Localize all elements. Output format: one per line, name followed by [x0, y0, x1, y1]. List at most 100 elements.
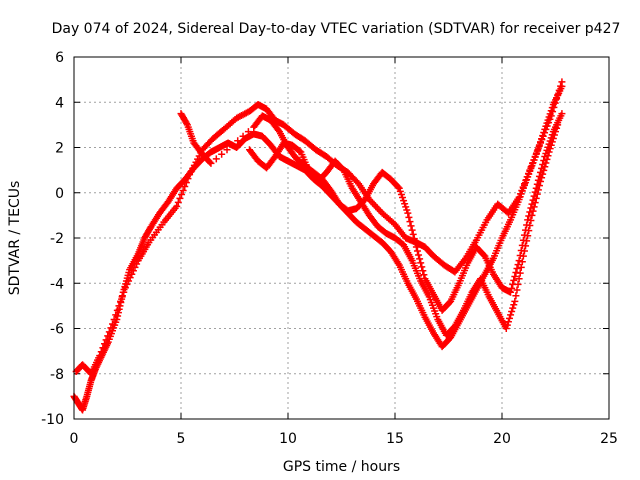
y-tick-label: 2 [55, 141, 64, 157]
data-point [417, 259, 425, 267]
data-point [97, 348, 105, 356]
data-point [531, 199, 539, 207]
data-point [411, 239, 419, 247]
data-point [522, 176, 530, 184]
data-point [558, 110, 566, 118]
data-point [515, 193, 523, 201]
data-point [539, 170, 547, 178]
data-point [420, 271, 428, 279]
data-point [535, 182, 543, 190]
data-point [370, 201, 378, 209]
data-point [415, 251, 423, 259]
data-point [395, 184, 403, 192]
data-point [120, 288, 128, 296]
data-point [534, 146, 542, 154]
data-point [117, 297, 125, 305]
data-point [524, 170, 532, 178]
data-point [540, 166, 548, 174]
data-point [99, 344, 107, 352]
data-point [526, 166, 534, 174]
data-point [542, 159, 550, 167]
data-point [182, 179, 190, 187]
data-point [548, 138, 556, 146]
data-point [113, 306, 121, 314]
data-point [176, 194, 184, 202]
data-point [555, 86, 563, 94]
data-point [369, 199, 377, 207]
chart-title: Day 074 of 2024, Sidereal Day-to-day VTE… [52, 21, 621, 37]
y-tick-label: 6 [55, 50, 64, 66]
data-point [512, 292, 520, 300]
data-point [537, 177, 545, 185]
data-point [547, 141, 555, 149]
data-point [400, 197, 408, 205]
data-point [530, 156, 538, 164]
data-point [402, 203, 410, 211]
data-point [507, 288, 515, 296]
data-point [550, 131, 558, 139]
data-point [523, 173, 531, 181]
data-point [212, 155, 220, 163]
tick-labels: 0 5 10 15 20 25 -10 -8 -6 -4 -2 0 2 4 6 [41, 50, 618, 447]
data-point [518, 186, 526, 194]
data-point [553, 124, 561, 132]
data-point [118, 293, 126, 301]
data-point [508, 308, 516, 316]
data-point [413, 247, 421, 255]
data-point [547, 112, 555, 120]
data-point [510, 301, 518, 309]
data-point [244, 128, 252, 136]
data-point [530, 203, 538, 211]
x-tick-label: 0 [70, 431, 79, 447]
data-point [543, 122, 551, 130]
data-point [110, 315, 118, 323]
data-point [550, 103, 558, 111]
data-point [173, 202, 181, 210]
data-point [516, 190, 524, 198]
data-point [409, 230, 417, 238]
data-points [70, 78, 566, 414]
data-point [372, 202, 380, 210]
data-point [544, 152, 552, 160]
y-tick-label: -10 [41, 412, 64, 428]
data-point [546, 145, 554, 153]
data-point [526, 222, 534, 230]
data-point [542, 125, 550, 133]
data-point [513, 265, 521, 273]
data-point [553, 95, 561, 103]
data-point [418, 263, 426, 271]
data-point [528, 159, 536, 167]
data-point [507, 311, 515, 319]
data-point [404, 209, 412, 217]
data-point [517, 263, 525, 271]
data-point [107, 324, 115, 332]
data-point [549, 134, 557, 142]
data-point [503, 321, 511, 329]
data-point [510, 276, 518, 284]
data-point [537, 139, 545, 147]
data-point [419, 267, 427, 275]
data-point [184, 175, 192, 183]
x-tick-label: 5 [177, 431, 186, 447]
data-point [520, 247, 528, 255]
data-point [206, 158, 214, 166]
data-point [104, 332, 112, 340]
data-point [554, 121, 562, 129]
data-point [539, 132, 547, 140]
data-point [557, 82, 565, 90]
data-point [511, 297, 519, 305]
data-point [502, 325, 510, 332]
data-point [519, 252, 527, 260]
data-point [396, 187, 404, 195]
x-tick-label: 15 [386, 431, 404, 447]
x-axis-label: GPS time / hours [283, 459, 400, 475]
data-point [515, 257, 523, 265]
data-point [178, 190, 186, 198]
data-point [416, 255, 424, 263]
data-point [519, 183, 527, 191]
data-point [102, 336, 110, 344]
data-point [516, 269, 524, 277]
data-point [514, 280, 522, 288]
data-point [407, 222, 415, 230]
series-trace-b [72, 78, 566, 378]
